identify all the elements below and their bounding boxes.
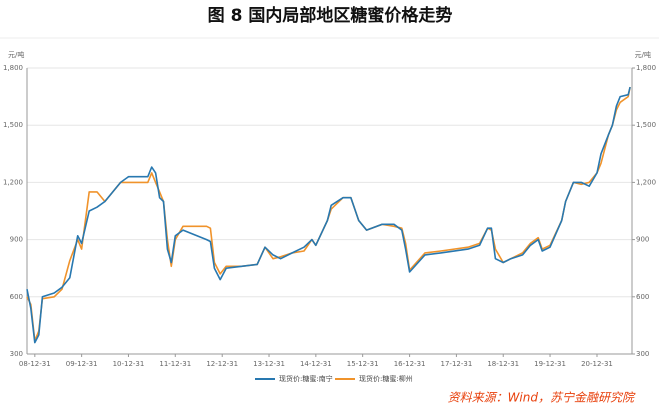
y-tick-label: 1,800 bbox=[3, 64, 23, 72]
legend-label: 现货价:糖蜜:柳州 bbox=[359, 374, 413, 383]
x-tick-label: 09-12-31 bbox=[66, 360, 98, 368]
x-tick-label: 14-12-31 bbox=[300, 360, 332, 368]
y2-tick-label: 600 bbox=[636, 293, 649, 301]
x-tick-label: 20-12-31 bbox=[581, 360, 613, 368]
x-tick-label: 13-12-31 bbox=[253, 360, 285, 368]
y2-tick-label: 300 bbox=[636, 350, 649, 358]
y2-tick-label: 1,800 bbox=[636, 64, 656, 72]
source-note: 资料来源：Wind，苏宁金融研究院 bbox=[448, 391, 636, 405]
y-unit: 元/吨 bbox=[8, 50, 24, 59]
y-tick-label: 1,200 bbox=[3, 178, 23, 186]
y2-unit: 元/吨 bbox=[635, 50, 651, 59]
x-tick-label: 08-12-31 bbox=[19, 360, 51, 368]
y2-tick-label: 1,200 bbox=[636, 178, 656, 186]
x-tick-label: 16-12-31 bbox=[394, 360, 426, 368]
chart-title: 图 8 国内局部地区糖蜜价格走势 bbox=[208, 5, 453, 26]
x-tick-label: 15-12-31 bbox=[347, 360, 379, 368]
series-line bbox=[26, 86, 631, 344]
y-tick-label: 300 bbox=[10, 350, 23, 358]
y-tick-label: 900 bbox=[10, 236, 23, 244]
x-tick-label: 19-12-31 bbox=[534, 360, 566, 368]
x-tick-label: 12-12-31 bbox=[206, 360, 238, 368]
y-tick-label: 600 bbox=[10, 293, 23, 301]
x-tick-label: 10-12-31 bbox=[113, 360, 145, 368]
x-tick-label: 18-12-31 bbox=[487, 360, 519, 368]
x-tick-label: 11-12-31 bbox=[159, 360, 191, 368]
y2-tick-label: 1,500 bbox=[636, 121, 656, 129]
y2-tick-label: 900 bbox=[636, 236, 649, 244]
legend-label: 现货价:糖蜜:南宁 bbox=[279, 374, 333, 383]
y-tick-label: 1,500 bbox=[3, 121, 23, 129]
x-tick-label: 17-12-31 bbox=[441, 360, 473, 368]
